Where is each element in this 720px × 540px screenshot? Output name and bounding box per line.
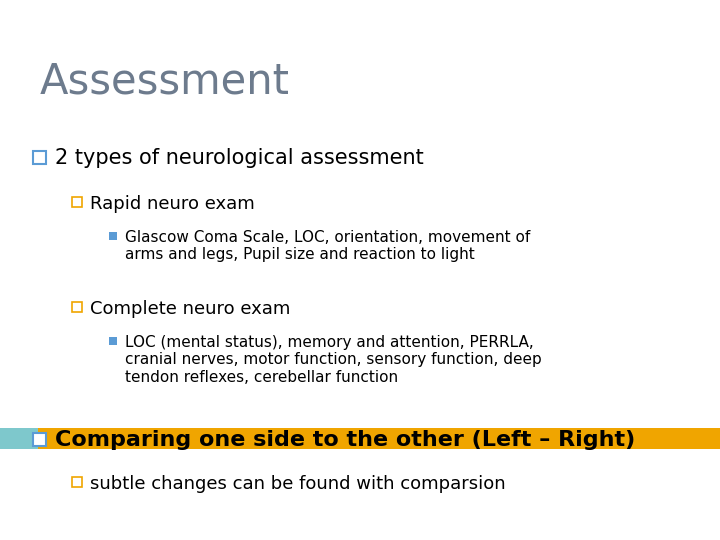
Text: Assessment: Assessment [40,60,290,102]
Bar [38,428,720,449]
Bar [33,151,46,164]
Bar [72,477,82,487]
Bar [0,428,38,449]
Text: Rapid neuro exam: Rapid neuro exam [90,195,255,213]
Text: Comparing one side to the other (Left – Right): Comparing one side to the other (Left – … [55,430,635,450]
Bar [109,337,117,345]
Text: subtle changes can be found with comparsion: subtle changes can be found with compars… [90,475,505,493]
Bar [33,433,46,446]
Bar [109,232,117,240]
Bar [72,197,82,207]
Text: LOC (mental status), memory and attention, PERRLA,
cranial nerves, motor functio: LOC (mental status), memory and attentio… [125,335,541,385]
Bar [72,302,82,312]
Text: Complete neuro exam: Complete neuro exam [90,300,290,318]
Text: 2 types of neurological assessment: 2 types of neurological assessment [55,148,424,168]
Text: Glascow Coma Scale, LOC, orientation, movement of
arms and legs, Pupil size and : Glascow Coma Scale, LOC, orientation, mo… [125,230,530,262]
